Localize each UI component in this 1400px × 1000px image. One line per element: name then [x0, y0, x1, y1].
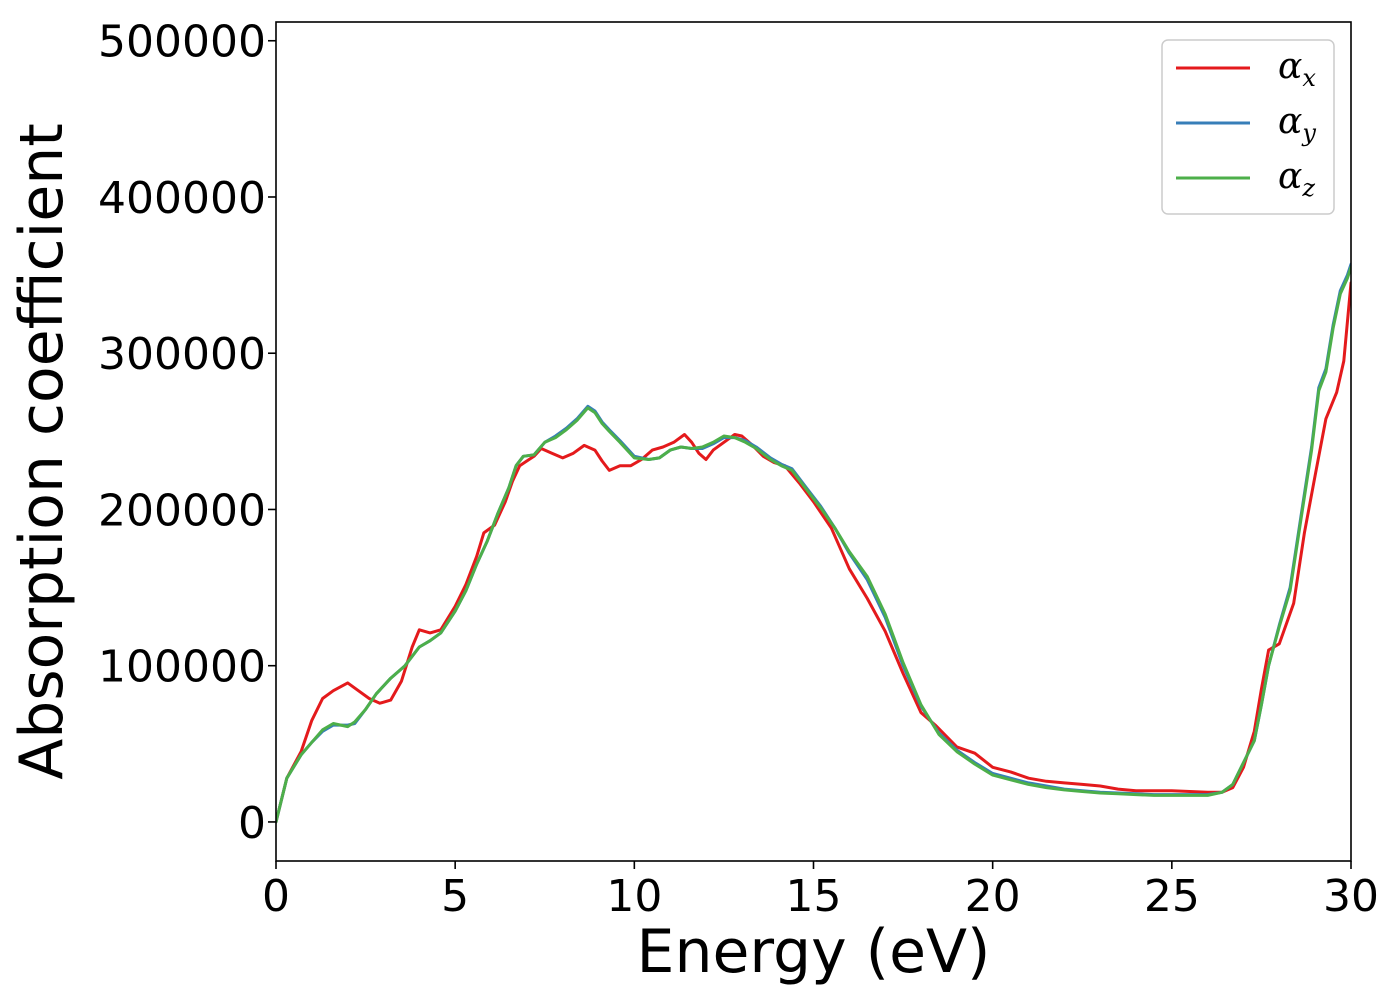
legend-subscript: z — [1301, 174, 1315, 202]
y-tick-label: 300000 — [98, 329, 266, 380]
series-line-z — [276, 265, 1351, 824]
legend-subscript: y — [1301, 119, 1316, 147]
legend-symbol: α — [1278, 156, 1302, 197]
legend-box — [1161, 39, 1335, 215]
x-tick-label: 25 — [1144, 871, 1200, 922]
series-layer — [276, 262, 1351, 824]
legend-label: αz — [1278, 156, 1315, 202]
x-tick-label: 15 — [786, 871, 842, 922]
series-line-x — [276, 281, 1351, 824]
y-tick-label: 500000 — [98, 17, 266, 68]
y-tick-label: 400000 — [98, 173, 266, 224]
x-tick-label: 30 — [1323, 871, 1379, 922]
x-tick-label: 20 — [965, 871, 1021, 922]
legend-symbol: α — [1278, 101, 1302, 142]
y-tick-label: 100000 — [98, 642, 266, 693]
x-tick-label: 5 — [441, 871, 469, 922]
legend-label: αy — [1278, 101, 1316, 147]
x-tick-label: 0 — [262, 871, 290, 922]
x-tick-label: 10 — [606, 871, 662, 922]
y-axis-title: Absorption coefficient — [7, 123, 77, 780]
legend-symbol: α — [1278, 46, 1302, 87]
legend-subscript: x — [1302, 64, 1316, 92]
x-axis-title: Energy (eV) — [637, 917, 991, 987]
legend-label: αx — [1278, 46, 1316, 92]
x-axis: 0 5 10 15 20 25 30 — [262, 861, 1379, 922]
y-tick-label: 200000 — [98, 485, 266, 536]
y-axis: 0 100000 200000 300000 400000 500000 — [98, 17, 276, 849]
y-tick-label: 0 — [238, 798, 266, 849]
